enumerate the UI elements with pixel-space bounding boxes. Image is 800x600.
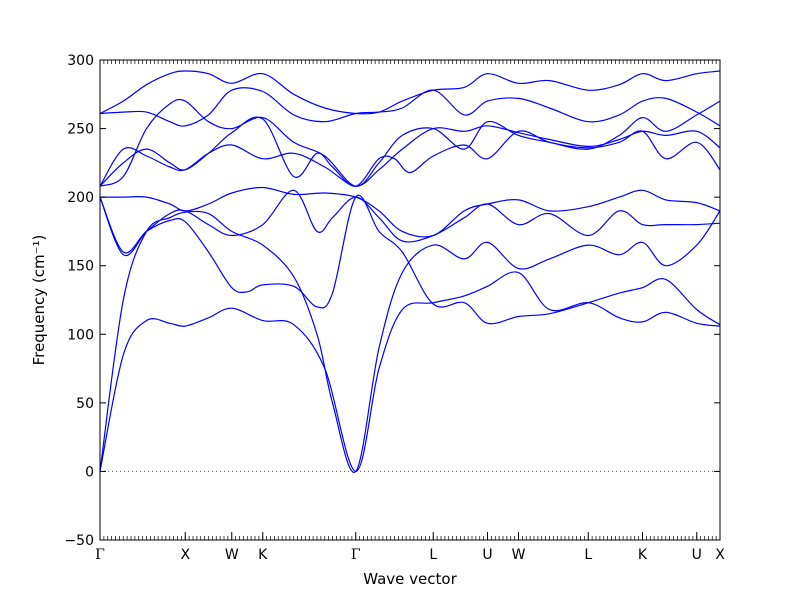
x-tick-label: U [482, 547, 492, 563]
y-tick-label: 0 [85, 464, 94, 480]
x-axis-title: Wave vector [363, 570, 457, 588]
x-tick-label: Γ [95, 547, 105, 563]
y-axis-title: Frequency (cm⁻¹) [30, 235, 48, 366]
branch-line-7 [100, 125, 720, 187]
plot-background [100, 60, 720, 540]
branch-line-3 [100, 194, 720, 326]
x-tick-label: W [512, 547, 526, 563]
x-minor-ticks [99, 60, 721, 540]
branch-line-5 [100, 186, 720, 238]
branch-line-10 [100, 70, 720, 115]
dispersion-branches [100, 70, 720, 473]
y-tick-label: 300 [67, 53, 94, 69]
y-axis-ticks: −50 0 50 100 150 200 250 300 [64, 53, 720, 549]
branch-line-8 [100, 98, 720, 187]
x-tick-label: U [692, 547, 702, 563]
y-tick-label: 50 [76, 396, 94, 412]
x-tick-label: X [180, 547, 190, 563]
branch-line-1 [100, 271, 720, 473]
plot-frame [99, 59, 721, 541]
x-tick-label: Γ [351, 547, 361, 563]
x-tick-label: L [584, 547, 592, 563]
y-tick-label: 250 [67, 122, 94, 138]
branch-line-2 [100, 210, 720, 473]
y-tick-label: −50 [64, 533, 94, 549]
y-tick-label: 100 [67, 327, 94, 343]
x-tick-label: X [715, 547, 725, 563]
x-tick-label: L [429, 547, 437, 563]
y-tick-label: 150 [67, 259, 94, 275]
branch-line-9 [100, 87, 720, 127]
x-tick-label: W [225, 547, 239, 563]
y-tick-label: 200 [67, 190, 94, 206]
x-tick-label: K [258, 547, 268, 563]
x-tick-label: K [638, 547, 648, 563]
